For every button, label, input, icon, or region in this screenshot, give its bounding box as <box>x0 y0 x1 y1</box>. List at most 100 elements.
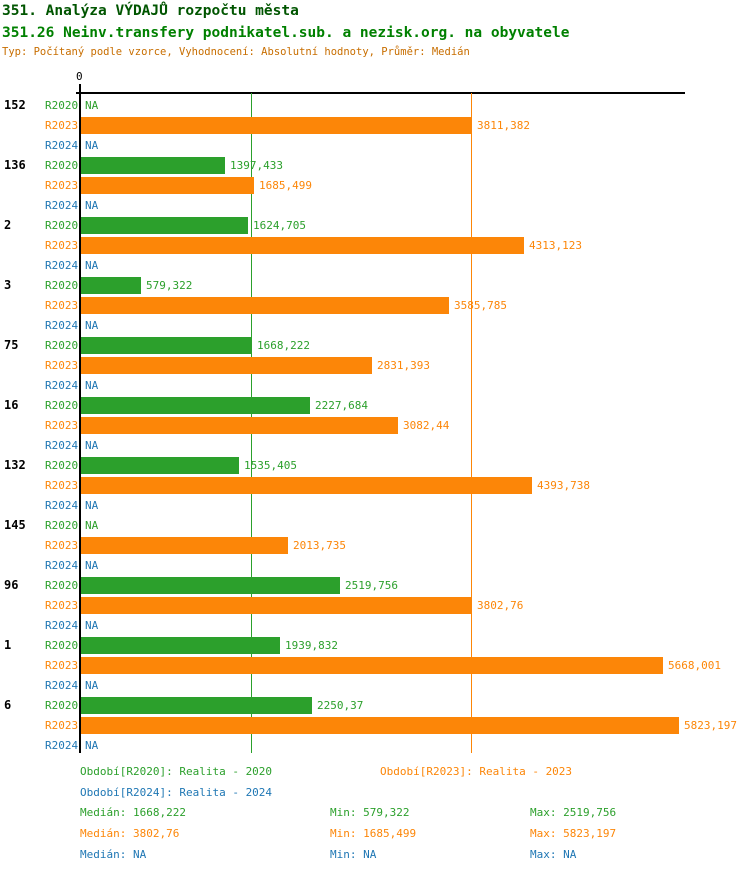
stat-max-r2020: Max: 2519,756 <box>530 806 617 819</box>
group-id-label: 136 <box>4 158 26 172</box>
page-title: 351. Analýza VÝDAJŮ rozpočtu města <box>2 3 299 19</box>
bar-r2023 <box>81 597 472 614</box>
period-label-r2020: R2020 <box>45 219 79 232</box>
period-label-r2023: R2023 <box>45 659 79 672</box>
period-label-r2020: R2020 <box>45 159 79 172</box>
bar-r2023 <box>81 297 449 314</box>
period-label-r2020: R2020 <box>45 579 79 592</box>
na-label: NA <box>85 519 99 532</box>
period-label-r2023: R2023 <box>45 479 79 492</box>
bar-value-label: 3811,382 <box>477 119 530 132</box>
bar-r2020 <box>81 337 252 354</box>
stat-min-r2023: Min: 1685,499 <box>330 827 417 840</box>
bar-value-label: 1668,222 <box>257 339 310 352</box>
period-label-r2023: R2023 <box>45 419 79 432</box>
group-id-label: 2 <box>4 218 12 232</box>
bar-value-label: 2227,684 <box>315 399 368 412</box>
bar-value-label: 579,322 <box>146 279 193 292</box>
period-label-r2024: R2024 <box>45 319 79 332</box>
group-id-label: 6 <box>4 698 12 712</box>
group-id-label: 75 <box>4 338 19 352</box>
bar-value-label: 4393,738 <box>537 479 590 492</box>
bar-value-label: 3082,44 <box>403 419 450 432</box>
na-label: NA <box>85 379 99 392</box>
bar-r2020 <box>81 217 248 234</box>
bar-r2023 <box>81 537 288 554</box>
na-label: NA <box>85 439 99 452</box>
period-label-r2023: R2023 <box>45 179 79 192</box>
bar-r2023 <box>81 237 524 254</box>
zero-tick-label: 0 <box>76 70 83 83</box>
stat-max-r2024: Max: NA <box>530 848 577 861</box>
bar-r2020 <box>81 157 225 174</box>
bar-value-label: 1535,405 <box>244 459 297 472</box>
group-id-label: 152 <box>4 98 26 112</box>
period-label-r2020: R2020 <box>45 399 79 412</box>
group-id-label: 96 <box>4 578 19 592</box>
median-gridline-r2023 <box>471 93 472 753</box>
na-label: NA <box>85 619 99 632</box>
bar-value-label: 2519,756 <box>345 579 398 592</box>
period-label-r2020: R2020 <box>45 699 79 712</box>
period-label-r2024: R2024 <box>45 199 79 212</box>
bar-value-label: 2250,37 <box>317 699 364 712</box>
period-label-r2023: R2023 <box>45 299 79 312</box>
bar-value-label: 4313,123 <box>529 239 582 252</box>
stat-min-r2024: Min: NA <box>330 848 377 861</box>
bar-r2020 <box>81 577 340 594</box>
bar-value-label: 1397,433 <box>230 159 283 172</box>
bar-r2020 <box>81 397 310 414</box>
period-label-r2024: R2024 <box>45 139 79 152</box>
bar-r2020 <box>81 697 312 714</box>
period-label-r2023: R2023 <box>45 539 79 552</box>
na-label: NA <box>85 559 99 572</box>
bar-value-label: 1939,832 <box>285 639 338 652</box>
bar-r2020 <box>81 457 239 474</box>
na-label: NA <box>85 199 99 212</box>
stat-median-r2020: Medián: 1668,222 <box>80 806 186 819</box>
bar-value-label: 5823,197 <box>684 719 737 732</box>
period-label-r2024: R2024 <box>45 439 79 452</box>
period-label-r2024: R2024 <box>45 739 79 752</box>
na-label: NA <box>85 139 99 152</box>
group-id-label: 145 <box>4 518 26 532</box>
period-label-r2020: R2020 <box>45 99 79 112</box>
na-label: NA <box>85 319 99 332</box>
period-label-r2023: R2023 <box>45 599 79 612</box>
na-label: NA <box>85 99 99 112</box>
bar-r2023 <box>81 357 372 374</box>
stat-max-r2023: Max: 5823,197 <box>530 827 617 840</box>
period-label-r2024: R2024 <box>45 259 79 272</box>
bar-r2020 <box>81 277 141 294</box>
period-label-r2024: R2024 <box>45 499 79 512</box>
x-axis-line <box>76 92 685 94</box>
na-label: NA <box>85 739 99 752</box>
stat-median-r2024: Medián: NA <box>80 848 147 861</box>
bar-value-label: 5668,001 <box>668 659 721 672</box>
period-label-r2023: R2023 <box>45 719 79 732</box>
period-label-r2020: R2020 <box>45 339 79 352</box>
bar-r2023 <box>81 717 679 734</box>
bar-value-label: 3802,76 <box>477 599 524 612</box>
legend-item-r2020: Období[R2020]: Realita - 2020 <box>80 765 273 778</box>
bar-r2023 <box>81 177 254 194</box>
na-label: NA <box>85 259 99 272</box>
period-label-r2024: R2024 <box>45 619 79 632</box>
na-label: NA <box>85 679 99 692</box>
stat-median-r2023: Medián: 3802,76 <box>80 827 180 840</box>
bar-r2020 <box>81 637 280 654</box>
period-label-r2020: R2020 <box>45 639 79 652</box>
period-label-r2020: R2020 <box>45 459 79 472</box>
period-label-r2024: R2024 <box>45 559 79 572</box>
chart-meta-line: Typ: Počítaný podle vzorce, Vyhodnocení:… <box>2 46 470 58</box>
group-id-label: 132 <box>4 458 26 472</box>
period-label-r2024: R2024 <box>45 379 79 392</box>
chart-subtitle: 351.26 Neinv.transfery podnikatel.sub. a… <box>2 25 570 41</box>
bar-value-label: 2013,735 <box>293 539 346 552</box>
legend-item-r2023: Období[R2023]: Realita - 2023 <box>380 765 573 778</box>
na-label: NA <box>85 499 99 512</box>
bar-value-label: 3585,785 <box>454 299 507 312</box>
period-label-r2023: R2023 <box>45 359 79 372</box>
group-id-label: 3 <box>4 278 12 292</box>
